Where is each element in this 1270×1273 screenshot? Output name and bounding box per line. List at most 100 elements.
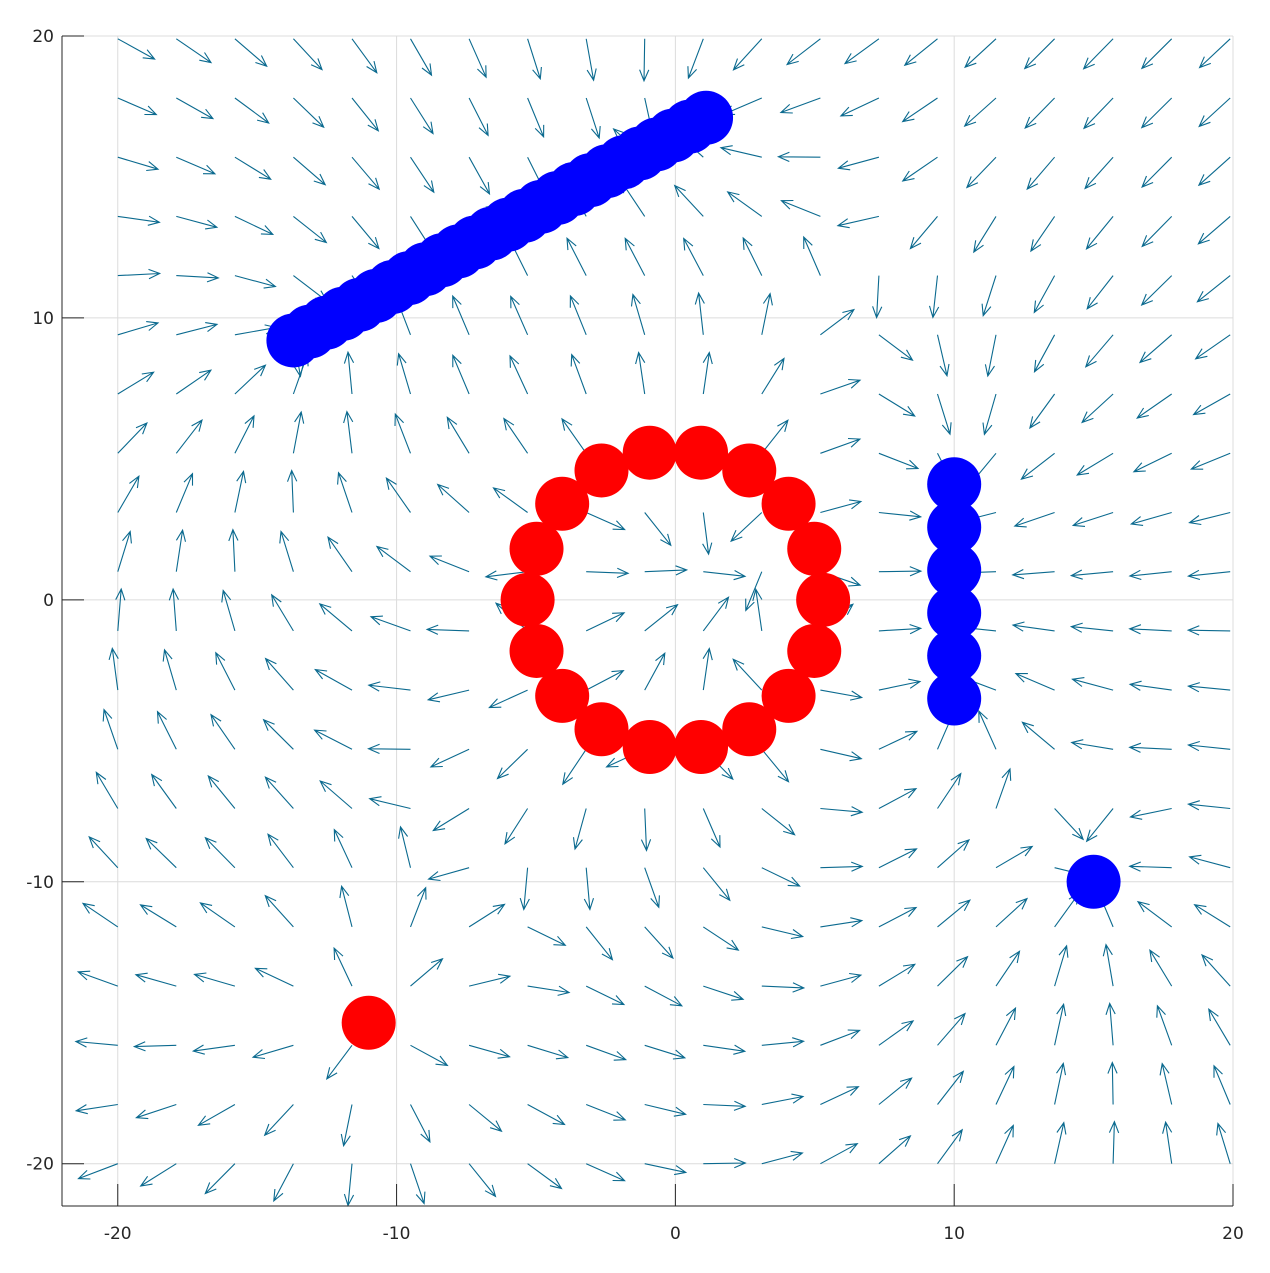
field-arrow — [1140, 275, 1173, 306]
negative-charge — [927, 585, 982, 640]
field-arrow — [1084, 334, 1114, 368]
field-arrow — [325, 1044, 353, 1081]
field-arrow — [702, 351, 713, 395]
field-arrow — [175, 472, 194, 513]
field-arrow — [527, 926, 567, 946]
field-arrow — [761, 748, 790, 783]
field-arrow — [570, 353, 587, 395]
field-arrow — [644, 1103, 687, 1117]
field-arrow — [446, 416, 470, 454]
field-arrow — [270, 593, 294, 632]
field-arrow — [234, 470, 247, 513]
negative-charge — [927, 628, 982, 683]
negative-charge — [1066, 854, 1121, 909]
field-arrow — [761, 808, 796, 836]
field-arrow — [117, 321, 160, 336]
field-arrow — [1197, 156, 1231, 187]
field-arrow — [168, 587, 179, 631]
y-tick-label: 0 — [43, 591, 54, 611]
field-arrow — [585, 1163, 626, 1182]
field-arrow — [1070, 739, 1114, 750]
field-arrow — [820, 499, 863, 514]
field-arrow — [1014, 673, 1055, 691]
field-arrow — [878, 334, 914, 361]
field-arrow — [624, 237, 646, 276]
field-arrow — [878, 1020, 915, 1046]
field-arrow — [88, 835, 119, 869]
field-arrow — [702, 808, 721, 849]
field-arrow — [156, 710, 177, 750]
positive-charge — [787, 521, 842, 576]
field-arrow — [742, 236, 763, 276]
field-arrow — [1186, 625, 1231, 636]
field-arrow — [761, 1093, 805, 1106]
field-arrow — [1054, 1062, 1067, 1105]
field-arrow — [488, 689, 528, 709]
field-arrow — [351, 97, 380, 132]
field-arrow — [199, 902, 236, 928]
field-arrow — [197, 1104, 236, 1127]
field-arrow — [117, 215, 161, 226]
charges — [266, 90, 1121, 1050]
field-arrow — [640, 808, 652, 852]
field-arrow — [644, 1044, 687, 1060]
field-arrow — [1128, 680, 1172, 691]
field-arrow — [1128, 624, 1172, 635]
field-arrow — [503, 417, 529, 454]
field-arrow — [221, 589, 236, 632]
field-arrow — [254, 967, 294, 987]
field-arrow — [761, 419, 789, 454]
positive-charge — [761, 668, 816, 723]
field-arrow — [995, 950, 1021, 987]
field-arrow — [429, 748, 470, 768]
y-tick-label: 10 — [32, 309, 54, 329]
field-arrow — [936, 334, 950, 378]
field-arrow — [878, 848, 918, 869]
field-arrow — [426, 689, 470, 703]
field-arrow — [1132, 452, 1172, 473]
field-arrow — [1029, 393, 1056, 430]
field-arrow — [703, 1044, 747, 1055]
field-arrow — [117, 371, 155, 395]
positive-charge — [674, 720, 729, 775]
field-arrow — [872, 275, 883, 320]
field-arrow — [293, 215, 328, 244]
positive-charge — [622, 720, 677, 775]
field-arrow — [340, 1104, 353, 1148]
field-arrow — [1054, 1121, 1067, 1164]
field-arrow — [1189, 452, 1231, 470]
field-arrow — [410, 1044, 449, 1067]
field-arrow — [1023, 38, 1055, 70]
field-arrow — [264, 894, 294, 928]
field-arrow — [468, 1044, 511, 1059]
field-arrow — [117, 156, 160, 172]
field-arrow — [1159, 1062, 1173, 1105]
x-tick-label: -10 — [383, 1224, 411, 1244]
field-arrow — [703, 1157, 747, 1169]
field-arrow — [780, 199, 821, 217]
field-arrow — [820, 1086, 860, 1105]
field-arrow — [273, 1163, 294, 1203]
field-arrow — [398, 825, 412, 868]
field-arrow — [745, 571, 763, 612]
field-arrow — [509, 354, 529, 395]
field-arrow — [820, 437, 862, 454]
negative-charge — [927, 457, 982, 512]
field-arrow — [191, 1044, 235, 1055]
field-arrow — [995, 897, 1029, 928]
field-arrow — [228, 528, 239, 572]
y-tick-label: 20 — [32, 27, 54, 47]
field-arrow — [410, 957, 444, 987]
field-arrow — [468, 973, 512, 987]
field-arrow — [410, 38, 433, 77]
field-arrow — [234, 97, 270, 124]
field-arrow — [995, 845, 1034, 869]
field-arrow — [973, 216, 997, 254]
field-arrow — [878, 1134, 912, 1165]
field-arrow — [425, 624, 470, 635]
field-arrow — [644, 651, 666, 691]
field-arrow — [527, 1044, 570, 1060]
field-arrow — [339, 884, 353, 928]
negative-charge — [927, 542, 982, 597]
field-arrow — [820, 806, 864, 817]
